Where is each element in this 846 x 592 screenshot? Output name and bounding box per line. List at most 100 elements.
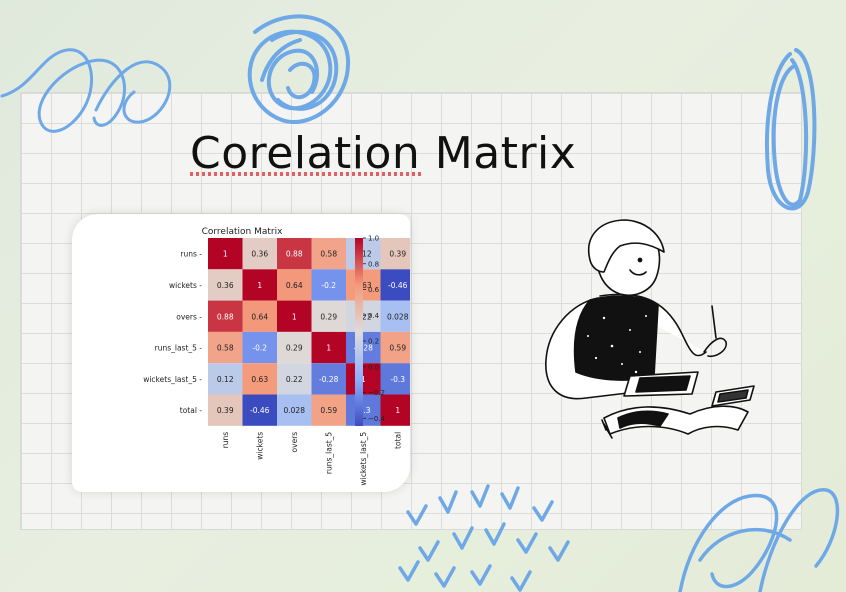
colorbar — [355, 238, 363, 426]
colorbar-ticks: 1.0 0.8 0.6 0.4 0.2 0.0 −0.2 −0.4 — [363, 235, 386, 423]
heatmap-cell — [242, 331, 277, 364]
heatmap-cell — [380, 238, 415, 270]
heatmap-cell — [380, 331, 415, 364]
cell-value-label: -0.28 — [354, 344, 374, 353]
cell-value-label: -0.3 — [390, 375, 405, 384]
cell-value-label: 0.22 — [355, 312, 372, 321]
cell-value-label: 1 — [257, 281, 262, 290]
cell-value-label: 1 — [223, 250, 228, 259]
spellcheck-underline — [190, 172, 424, 176]
cell-value-label: 0.58 — [320, 250, 337, 259]
heatmap-cell — [380, 363, 415, 395]
cell-value-label: 0.028 — [284, 406, 306, 415]
heatmap-cell — [277, 300, 312, 332]
heatmap-cell — [208, 269, 243, 301]
cell-value-label: 1 — [395, 406, 400, 415]
colorbar-tick-label: −0.4 — [368, 415, 386, 423]
column-labels: runs wickets overs runs_last_5 wickets_last_… — [221, 432, 403, 486]
cell-value-label: 0.64 — [251, 312, 268, 321]
colorbar-tick-label: −0.2 — [368, 389, 385, 397]
heatmap-cell — [277, 331, 312, 364]
cell-value-label: 1 — [361, 375, 366, 384]
column-tick-label: wickets_last_5 — [359, 432, 368, 486]
heatmap-cells: 1 0.36 0.88 0.58 0.12 0.39 0.36 1 0.64 -0.2 0.63 -0… — [208, 238, 415, 426]
slide-title: Corelation Matrix — [190, 128, 577, 179]
heatmap-cell — [277, 269, 312, 301]
cell-value-label: 0.63 — [355, 281, 372, 290]
cell-value-label: 0.39 — [389, 250, 406, 259]
heatmap-cell — [208, 238, 243, 270]
cell-value-label: 0.59 — [389, 344, 406, 353]
column-tick-label: total — [394, 432, 403, 449]
colorbar-tick-label: 1.0 — [368, 235, 379, 243]
column-tick-label: runs — [221, 432, 230, 449]
cell-value-label: -0.46 — [250, 406, 270, 415]
scribble-ring-icon — [247, 14, 351, 124]
cell-value-label: 0.59 — [320, 406, 337, 415]
row-tick-label: total - — [180, 406, 203, 415]
scribble-oval-icon — [764, 48, 817, 211]
cell-value-label: 0.36 — [217, 281, 234, 290]
heatmap-cell — [311, 269, 346, 301]
cell-value-label: 0.22 — [286, 375, 303, 384]
heatmap-cell — [346, 300, 381, 332]
heatmap-cell — [346, 269, 381, 301]
heatmap-cell — [380, 394, 415, 426]
cell-value-label: -0.46 — [388, 281, 408, 290]
row-tick-label: wickets_last_5 - — [143, 375, 202, 384]
heatmap-cell — [242, 238, 277, 270]
cell-value-label: 0.63 — [251, 375, 268, 384]
cell-value-label: 0.028 — [387, 312, 409, 321]
heatmap-cell — [242, 300, 277, 332]
cell-value-label: 0.12 — [355, 250, 372, 259]
heatmap-cell — [208, 300, 243, 332]
cell-value-label: 0.29 — [320, 312, 337, 321]
cell-value-label: -0.3 — [356, 406, 371, 415]
correlation-heatmap: Correlation Matrix 1 0.36 0.88 0.58 0.12 0.39… — [143, 227, 415, 486]
column-tick-label: wickets — [256, 432, 265, 460]
row-tick-label: runs_last_5 - — [155, 344, 203, 353]
heatmap-cell — [311, 394, 346, 426]
cell-value-label: 0.58 — [217, 344, 234, 353]
column-tick-label: runs_last_5 — [325, 432, 334, 475]
heatmap-cell — [242, 363, 277, 395]
heatmap-cell — [380, 300, 415, 332]
colorbar-tick-label: 0.8 — [368, 260, 379, 268]
cell-value-label: 0.88 — [217, 312, 234, 321]
heatmap-cell — [380, 269, 415, 301]
cell-value-label: 1 — [326, 344, 331, 353]
cell-value-label: 0.88 — [286, 250, 303, 259]
row-tick-label: overs - — [176, 312, 202, 321]
heatmap-cell — [277, 238, 312, 270]
heatmap-cell — [242, 394, 277, 426]
cell-value-label: -0.2 — [252, 344, 267, 353]
heatmap-cell — [208, 363, 243, 395]
colorbar-tick-label: 0.6 — [368, 286, 380, 294]
row-labels: runs - wickets - overs - runs_last_5 - wicke… — [143, 250, 202, 416]
colorbar-tick-label: 0.0 — [368, 363, 379, 371]
colorbar-tick-label: 0.2 — [368, 338, 379, 346]
cell-value-label: 0.36 — [251, 250, 268, 259]
cell-value-label: 0.64 — [286, 281, 303, 290]
heatmap-cell — [346, 394, 381, 426]
row-tick-label: runs - — [180, 250, 202, 259]
cell-value-label: 0.29 — [286, 344, 303, 353]
heatmap-cell — [311, 331, 346, 364]
scribble-swirl-icon — [0, 48, 172, 133]
cell-value-label: 0.39 — [217, 406, 234, 415]
row-tick-label: wickets - — [169, 281, 202, 290]
cell-value-label: -0.28 — [319, 375, 339, 384]
chart-title: Correlation Matrix — [202, 227, 283, 237]
heatmap-cell — [208, 331, 243, 364]
heatmap-cell — [242, 269, 277, 301]
chevron-marks-icon — [398, 484, 570, 592]
heatmap-cell — [346, 331, 381, 364]
cell-value-label: 1 — [292, 312, 297, 321]
colorbar-tick-label: 0.4 — [368, 312, 380, 320]
cell-value-label: -0.2 — [321, 281, 336, 290]
heatmap-cell — [311, 238, 346, 270]
heatmap-cell — [277, 394, 312, 426]
column-tick-label: overs — [290, 432, 299, 453]
